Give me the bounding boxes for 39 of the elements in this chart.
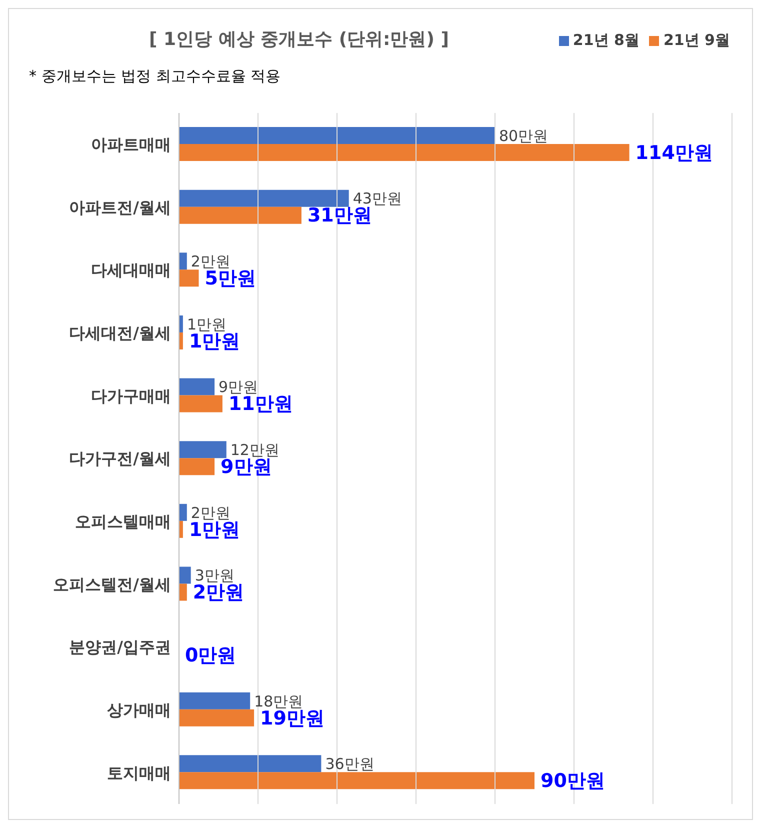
bar bbox=[179, 127, 495, 144]
y-tick-label: 다가구전/월세 bbox=[69, 449, 171, 468]
bar bbox=[179, 504, 187, 521]
bar bbox=[179, 458, 215, 476]
y-tick-label: 아파트전/월세 bbox=[69, 198, 171, 217]
y-tick-label: 분양권/입주권 bbox=[69, 638, 171, 657]
y-tick-label: 토지매매 bbox=[107, 763, 171, 782]
bar bbox=[179, 755, 322, 772]
data-label: 9만원 bbox=[220, 456, 272, 478]
bar bbox=[179, 206, 302, 224]
bar bbox=[179, 772, 534, 790]
bar bbox=[179, 584, 187, 601]
bar bbox=[179, 378, 215, 396]
bar bbox=[179, 144, 630, 161]
data-label: 0만원 bbox=[185, 644, 236, 666]
data-label: 114만원 bbox=[635, 142, 713, 164]
bar bbox=[179, 566, 191, 584]
data-label: 12만원 bbox=[230, 441, 280, 459]
bar bbox=[179, 441, 226, 458]
y-tick-label: 다가구매매 bbox=[91, 386, 171, 406]
y-tick-label: 오피스텔매매 bbox=[75, 512, 171, 531]
bar bbox=[179, 270, 199, 287]
y-tick-label: 오피스텔전/월세 bbox=[53, 574, 171, 594]
legend-label: 21년 9월 bbox=[663, 31, 730, 49]
bar bbox=[179, 395, 222, 412]
text: * 중개보수는 법정 최고수수료율 적용 bbox=[29, 67, 281, 86]
legend-label: 21년 8월 bbox=[572, 31, 640, 49]
bar bbox=[179, 190, 349, 207]
y-tick-label: 다세대매매 bbox=[91, 260, 171, 280]
bar bbox=[179, 252, 187, 270]
data-label: 80만원 bbox=[499, 126, 548, 145]
y-tick-label: 아파트매매 bbox=[91, 135, 171, 154]
y-tick-label: 상가매매 bbox=[107, 700, 171, 720]
data-label: 36만원 bbox=[325, 755, 374, 774]
chart-title: [ 1인당 예상 중개보수 (단위:만원) ] bbox=[149, 28, 449, 51]
bar bbox=[179, 709, 254, 726]
bar bbox=[179, 692, 250, 710]
y-tick-label: 다세대전/월세 bbox=[69, 324, 171, 343]
data-label: 90만원 bbox=[540, 770, 605, 792]
